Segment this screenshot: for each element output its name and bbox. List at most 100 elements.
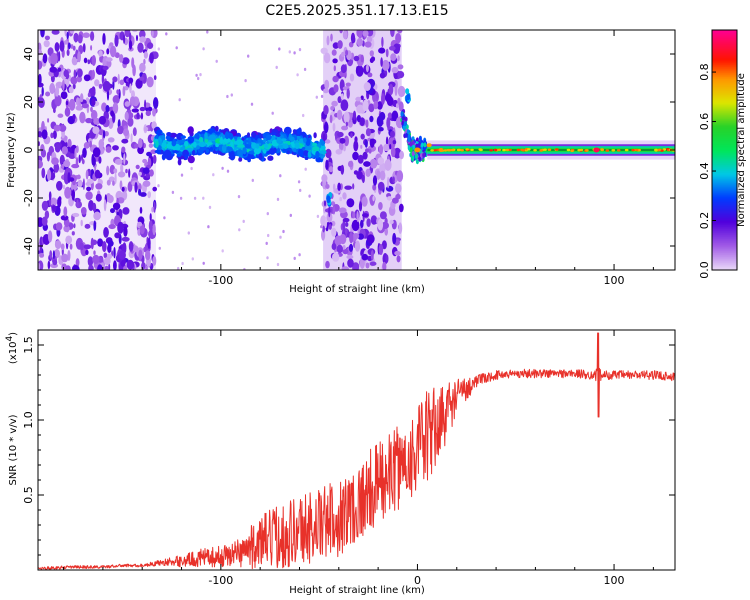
spectrogram-cell: [157, 47, 160, 51]
spectrogram-cell: [326, 35, 330, 46]
spectrogram-cell: [124, 30, 131, 38]
spectrogram-cell: [296, 73, 299, 77]
spectrogram-cell: [332, 252, 340, 262]
spectrogram-cell: [76, 75, 82, 83]
spectrogram-cell: [420, 142, 424, 148]
spectrogram-cell: [136, 112, 140, 120]
spectrogram-cell: [181, 261, 184, 266]
spectrogram-cell: [63, 69, 69, 78]
spectrogram-cell: [146, 76, 154, 88]
colorbar-step: [712, 164, 737, 167]
spectrogram-cell: [331, 49, 337, 56]
spectrogram-cell: [354, 240, 361, 252]
colorbar-step: [712, 232, 737, 235]
spectrogram-cell: [121, 138, 129, 144]
spectrogram-cell: [68, 177, 75, 182]
snr-y-axis-label: SNR (10 * v/v): [8, 414, 19, 485]
spectrogram-cell: [344, 135, 349, 147]
spectrogram-cell: [123, 153, 126, 165]
spectrogram-cell: [38, 242, 41, 251]
spectrogram-cell: [414, 147, 421, 153]
spectrogram-cell: [158, 246, 161, 250]
spectrogram-cell: [77, 68, 83, 78]
spectrogram-cell: [38, 73, 42, 86]
spectrogram-cell: [77, 34, 83, 44]
spectrogram-cell: [378, 144, 384, 155]
colorbar-step: [712, 42, 737, 45]
spectrogram-cell: [304, 156, 309, 160]
spectrogram-cell: [132, 64, 136, 77]
colorbar-step: [712, 142, 737, 145]
spectrogram-cell: [415, 143, 419, 149]
spectrogram-cell: [634, 148, 639, 152]
colorbar-step: [712, 202, 737, 205]
spectrogram-cell: [489, 149, 494, 152]
spectrogram-cell: [72, 180, 76, 186]
spectrogram-cell: [399, 150, 404, 160]
colorbar-step: [712, 262, 737, 265]
spectrogram-cell: [378, 243, 384, 255]
spectrogram-cell: [342, 248, 349, 255]
spectrogram-cell: [117, 221, 124, 234]
spectrogram-cell: [65, 235, 73, 245]
spectrogram-cell: [187, 155, 195, 164]
spectrogram-cell: [131, 108, 139, 113]
spectrogram-cell: [299, 188, 302, 192]
spectrogram-cell: [202, 47, 205, 51]
colorbar-step: [712, 104, 737, 107]
spectrogram-cell: [110, 208, 115, 214]
spectrogram-cell: [205, 148, 210, 154]
spectrogram-cell: [336, 244, 343, 254]
spectrogram-cell: [94, 79, 100, 87]
spectrogram-cell: [98, 50, 103, 57]
spectrogram-cell: [47, 118, 50, 123]
spectrogram-cell: [533, 149, 537, 152]
spectrogram-cell: [206, 141, 213, 146]
spectrogram-cell: [184, 154, 189, 160]
spectrogram-cell: [230, 141, 234, 147]
spectrogram-cell: [62, 185, 66, 190]
spectrogram-cell: [360, 54, 364, 63]
colorbar-step: [712, 34, 737, 37]
spectrogram-cell: [102, 130, 106, 139]
spectrogram-cell: [276, 137, 282, 144]
spectrogram-cell: [345, 82, 351, 87]
spectrogram-cell: [343, 144, 346, 152]
spectrogram-cell: [450, 148, 455, 152]
spectrogram-cell: [85, 117, 93, 124]
colorbar-step: [712, 268, 737, 271]
spectrogram-cell: [60, 243, 65, 251]
spectrogram-cell: [92, 254, 100, 264]
spectrogram-cell: [172, 150, 179, 154]
spectrogram-cell: [366, 30, 374, 37]
spectrogram-cell: [409, 141, 413, 147]
spectrogram-cell: [352, 110, 357, 121]
spectrogram-cell: [68, 86, 74, 94]
spectrogram-cell: [324, 79, 330, 90]
spectrogram-cell: [365, 262, 370, 269]
spectrogram-cell: [352, 183, 355, 190]
spectrogram-cell: [102, 241, 107, 253]
spectrogram-cell: [323, 200, 327, 207]
spectrogram-x-tick-label: 100: [604, 274, 625, 287]
spectrogram-cell: [50, 197, 58, 207]
spectrogram-cell: [394, 84, 398, 97]
spectrogram-cell: [273, 147, 277, 154]
spectrogram-cell: [422, 152, 426, 158]
spectrogram-cell: [47, 230, 53, 243]
spectrogram-cell: [153, 201, 156, 213]
spectrogram-cell: [372, 175, 378, 186]
spectrogram-cell: [206, 30, 209, 34]
spectrogram-cell: [38, 60, 43, 70]
spectrogram-cell: [508, 148, 512, 152]
spectrogram-cell: [157, 184, 160, 188]
spectrogram-cell: [379, 72, 386, 79]
spectrogram-cell: [360, 133, 365, 140]
spectrogram-cell: [250, 102, 254, 106]
spectrogram-cell: [106, 179, 111, 186]
colorbar-tick-label: 0.6: [698, 113, 711, 130]
spectrogram-cell: [114, 52, 120, 59]
spectrogram-cell: [73, 32, 79, 43]
spectrogram-cell: [152, 256, 157, 266]
spectrogram-cell: [415, 159, 419, 165]
